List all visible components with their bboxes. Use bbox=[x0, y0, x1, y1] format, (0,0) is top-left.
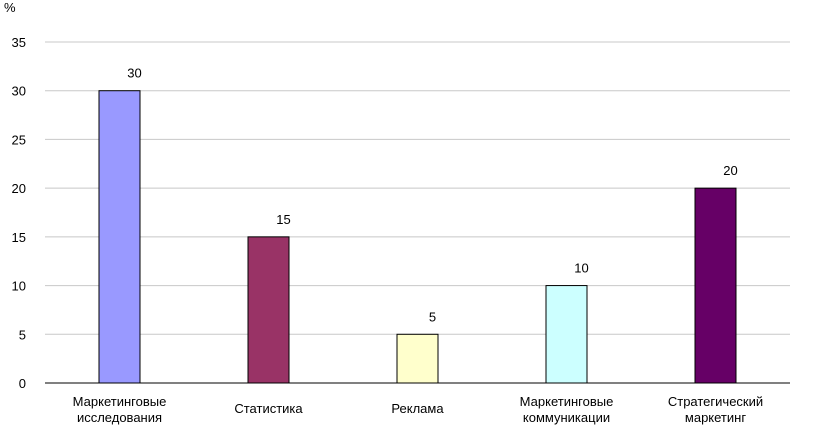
y-tick-label: 20 bbox=[12, 181, 26, 196]
category-label: Маркетинговые коммуникации bbox=[520, 394, 614, 425]
gridlines bbox=[45, 41, 790, 335]
y-tick-label: 30 bbox=[12, 84, 26, 99]
data-label: 20 bbox=[723, 163, 737, 178]
data-label: 10 bbox=[574, 261, 588, 276]
y-tick-label: 10 bbox=[12, 279, 26, 294]
data-labels: 30 15 5 10 20 bbox=[127, 66, 737, 325]
data-label: 15 bbox=[276, 212, 290, 227]
bar bbox=[545, 285, 588, 384]
data-label: 5 bbox=[429, 309, 436, 324]
y-axis-label: % bbox=[4, 0, 16, 15]
category-labels: Маркетинговые исследования Статистика Рекла… bbox=[73, 394, 763, 425]
y-tick-label: 15 bbox=[12, 230, 26, 245]
y-tick-label: 5 bbox=[19, 327, 26, 342]
y-tick-label: 25 bbox=[12, 132, 26, 147]
bar bbox=[694, 187, 737, 384]
y-tick-label: 0 bbox=[19, 376, 26, 391]
bar bbox=[396, 333, 439, 384]
y-tick-labels: 0 5 10 15 20 25 30 35 bbox=[12, 35, 26, 391]
bar bbox=[98, 90, 141, 384]
category-label: Маркетинговые исследования bbox=[73, 394, 167, 425]
data-label: 30 bbox=[127, 66, 141, 81]
category-label: Статистика bbox=[234, 401, 303, 416]
category-label: Стратегический маркетинг bbox=[668, 394, 763, 425]
bar bbox=[247, 236, 290, 384]
category-label: Реклама bbox=[391, 401, 444, 416]
y-tick-label: 35 bbox=[12, 35, 26, 50]
